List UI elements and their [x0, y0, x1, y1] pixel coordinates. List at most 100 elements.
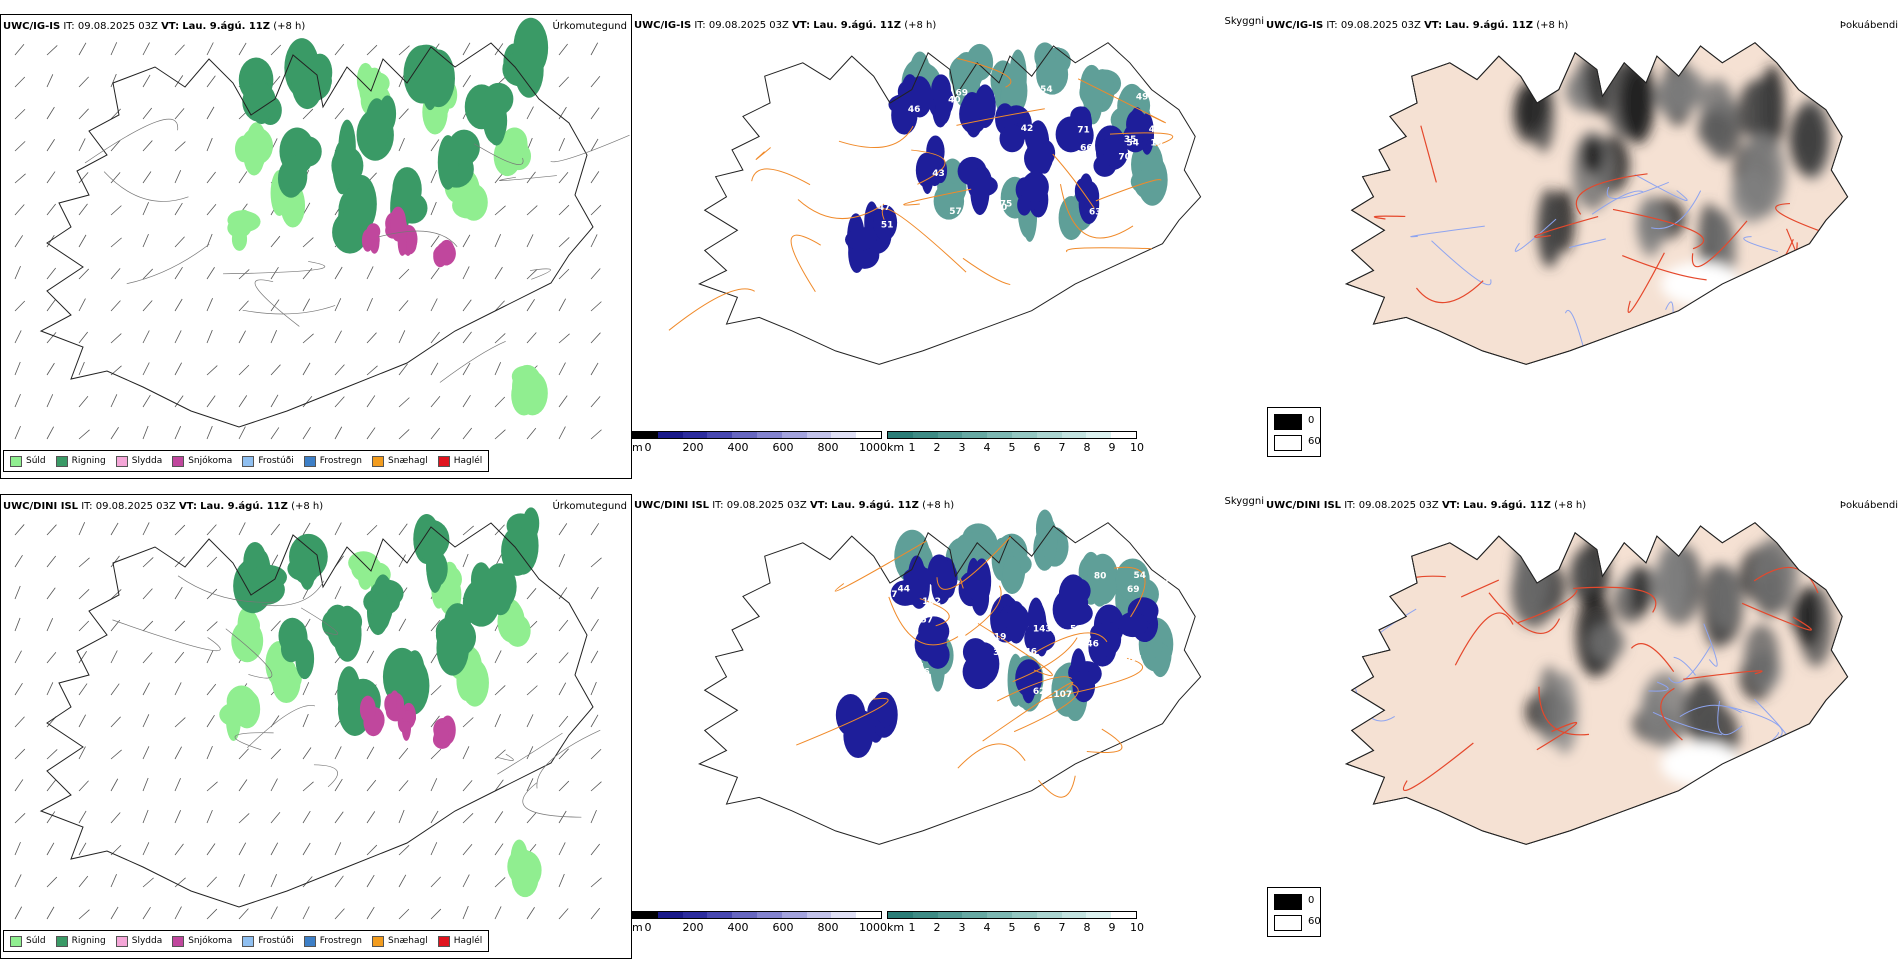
road-line: [1575, 173, 1648, 215]
wind-barb: [494, 843, 504, 856]
road-line: [499, 175, 557, 181]
field-cell: [399, 720, 412, 734]
cloud-base-label: 62: [1033, 687, 1046, 697]
wind-barb: [142, 42, 150, 56]
wind-barb: [398, 809, 405, 824]
field-cell: [1086, 553, 1119, 605]
legend-label: Snjókoma: [188, 936, 233, 946]
wind-barb: [46, 906, 55, 920]
field-cell: [1130, 169, 1158, 194]
cloud-base-label: 69: [1127, 585, 1140, 595]
fog-cell: [1537, 665, 1562, 744]
road-line: [234, 732, 274, 751]
wind-barb: [14, 617, 21, 632]
wind-barb: [110, 300, 121, 312]
colorbar-unit-km: km: [887, 441, 905, 454]
colorbar-tick: 4: [983, 441, 991, 454]
wind-barb: [110, 873, 117, 888]
legend-item: Frostúði: [242, 935, 294, 947]
wind-barb: [526, 812, 537, 824]
wind-barb: [430, 748, 442, 760]
wind-barb: [430, 395, 441, 408]
legend-label: Súld: [26, 456, 46, 466]
wind-barb: [334, 298, 342, 312]
road-line: [112, 619, 221, 652]
wind-barb: [110, 427, 119, 440]
wind-barb: [462, 331, 472, 344]
wind-barb: [494, 811, 504, 824]
legend-label: Frostregn: [319, 936, 363, 946]
wind-barb: [494, 362, 502, 376]
fog-cell: [1622, 68, 1655, 145]
fog-legend: 0 60: [1267, 407, 1321, 457]
wind-barb: [430, 908, 442, 920]
wind-barb: [366, 266, 374, 280]
road-line: [1045, 657, 1143, 700]
road-line: [834, 540, 927, 592]
cloud-base-label: 35: [1103, 687, 1116, 697]
colorbar-tick: 0: [644, 921, 652, 934]
field-cell: [931, 74, 951, 105]
wind-barb: [46, 842, 55, 856]
wind-barb: [238, 874, 245, 888]
legend-label: Snæhagl: [388, 456, 428, 466]
road-line: [126, 243, 210, 285]
wind-barb: [78, 172, 89, 184]
field-cell: [1001, 66, 1028, 115]
legend-swatch: [242, 935, 255, 947]
field-cell: [470, 562, 492, 597]
wind-barb: [174, 362, 182, 376]
wind-barb: [494, 396, 506, 408]
legend-item: Frostregn: [303, 455, 362, 467]
cloud-base-label: 42: [1021, 124, 1034, 134]
wind-barb: [46, 299, 56, 312]
wind-barb: [46, 651, 57, 664]
wind-barb: [110, 589, 122, 600]
wind-barb: [462, 234, 471, 248]
road-line: [439, 341, 506, 383]
colorbar-tick: 8: [1083, 921, 1091, 934]
wind-barb: [142, 746, 150, 760]
wind-barb: [46, 555, 57, 568]
wind-barb: [174, 586, 183, 600]
road-line: [1536, 721, 1578, 751]
road-line: [1402, 742, 1474, 791]
field-cell: [1093, 623, 1108, 665]
cloud-base-label: 71: [1137, 212, 1150, 222]
fog-cell: [1682, 682, 1725, 745]
wind-barb: [366, 44, 378, 56]
wind-barb: [174, 44, 185, 56]
wind-barb: [398, 300, 409, 312]
river-line: [1717, 701, 1743, 736]
cloud-base-label: 41: [1045, 225, 1058, 235]
wind-barb: [398, 908, 410, 920]
wind-barb: [14, 330, 22, 344]
road-line: [1517, 589, 1578, 624]
road-line: [1622, 254, 1707, 281]
fog-legend-high: 0: [1308, 895, 1315, 906]
field-cell: [517, 370, 548, 416]
field-cell: [501, 526, 534, 576]
wind-barb: [142, 140, 153, 152]
wind-barb: [46, 394, 54, 408]
cloud-map: 9146476358541933508536624646495794107801…: [698, 509, 1202, 845]
cloud-base-label: 35: [1124, 135, 1137, 145]
wind-barb: [174, 651, 185, 664]
cloud-base-label: 47: [1129, 698, 1142, 708]
wind-barb: [14, 108, 26, 120]
cloud-base-label: 102: [922, 597, 941, 607]
cloud-base-label: 91: [1130, 654, 1143, 664]
colorbar-unit-km: km: [887, 921, 905, 934]
wind-barb: [430, 170, 437, 184]
wind-barb: [558, 619, 569, 632]
wind-barb: [78, 714, 86, 728]
wind-barb: [46, 682, 54, 696]
field-cell: [966, 557, 981, 600]
road-line: [247, 705, 316, 749]
colorbar-tick: 400: [727, 921, 749, 934]
road-line: [1454, 612, 1514, 666]
panel-title: Úrkomutegund: [552, 501, 627, 512]
field-cell: [1070, 106, 1092, 127]
wind-barb: [14, 650, 22, 664]
legend-label: Slydda: [131, 456, 163, 466]
